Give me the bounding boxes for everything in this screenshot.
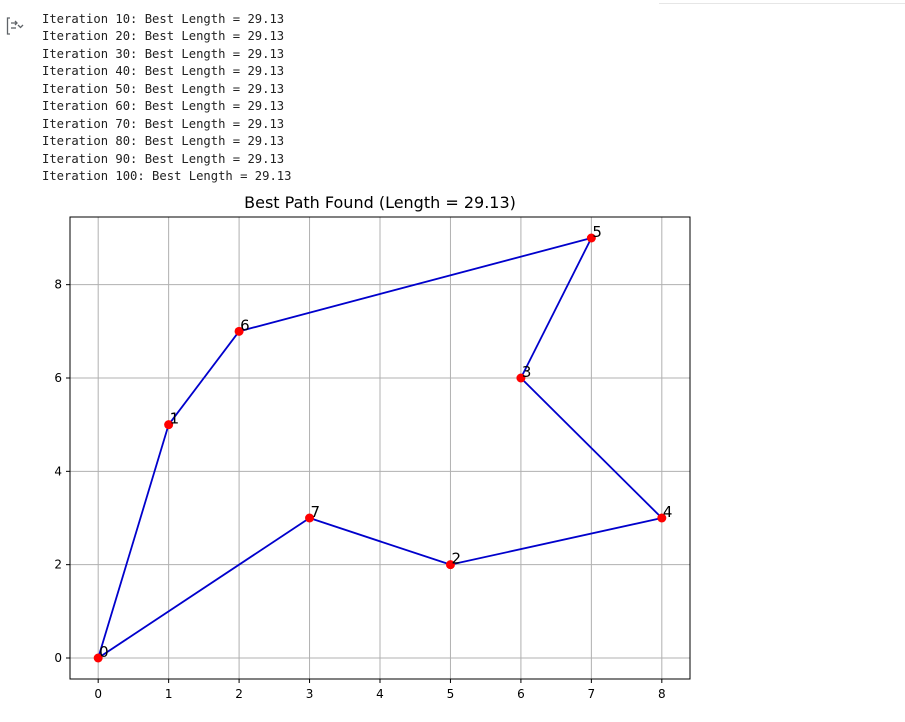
path-point [234,326,244,336]
path-points [93,233,667,663]
path-point [164,420,174,430]
path-segment [97,424,170,659]
log-line: Iteration 30: Best Length = 29.13 [42,46,285,61]
x-tick-label: 4 [376,687,384,701]
path-point [305,513,315,523]
point-label: 3 [522,363,532,381]
path-point [445,560,455,570]
path-segment [309,517,451,566]
log-line: Iteration 80: Best Length = 29.13 [42,134,285,149]
axis-ticks: 0 1 2 3 4 5 6 7 8 0 2 4 6 8 [54,278,665,701]
log-line: Iteration 60: Best Length = 29.13 [42,99,285,114]
path-point [516,373,526,383]
log-line: Iteration 10: Best Length = 29.13 [42,12,285,26]
log-line: Iteration 70: Best Length = 29.13 [42,116,285,131]
x-tick-label: 7 [588,687,596,701]
y-tick-label: 0 [54,651,62,665]
path-segment [520,237,593,379]
log-line: Iteration 50: Best Length = 29.13 [42,81,285,96]
log-line: Iteration 20: Best Length = 29.13 [42,29,285,44]
output-log: Iteration 10: Best Length = 29.13 Iterati… [42,11,291,186]
point-label: 2 [451,550,461,568]
x-tick-label: 1 [165,687,173,701]
y-tick-label: 6 [54,371,62,385]
log-line: Iteration 40: Best Length = 29.13 [42,64,285,79]
path-segment [238,237,592,333]
x-tick-label: 8 [658,687,666,701]
point-label: 7 [311,503,321,521]
path-point [657,513,667,523]
x-tick-label: 5 [447,687,455,701]
chart-title: Best Path Found (Length = 29.13) [244,193,516,212]
path-segment [167,330,240,426]
path-point [586,233,596,243]
point-label: 6 [240,316,250,334]
y-tick-label: 8 [54,278,62,292]
path-lines [97,237,663,659]
y-tick-label: 4 [54,464,62,478]
log-line: Iteration 100: Best Length = 29.13 [42,169,292,184]
point-label: 1 [170,410,180,428]
path-chart: Best Path Found (Length = 29.13) 0 1 2 3 4 5 6… [54,193,691,701]
log-line: Iteration 90: Best Length = 29.13 [42,151,285,166]
output-toggle-icon[interactable] [6,14,26,38]
grid [70,217,690,679]
y-tick-label: 2 [54,558,62,572]
point-label: 4 [663,503,673,521]
point-labels: 0 1 2 3 4 5 6 7 [99,223,672,661]
path-segment [520,377,663,519]
x-tick-label: 2 [235,687,243,701]
cell-divider [659,3,905,4]
point-label: 0 [99,643,109,661]
x-tick-label: 0 [94,687,102,701]
path-segment [97,517,311,659]
point-label: 5 [592,223,602,241]
path-segment [450,517,663,566]
x-tick-label: 6 [517,687,525,701]
x-tick-label: 3 [306,687,314,701]
path-point [93,653,103,663]
